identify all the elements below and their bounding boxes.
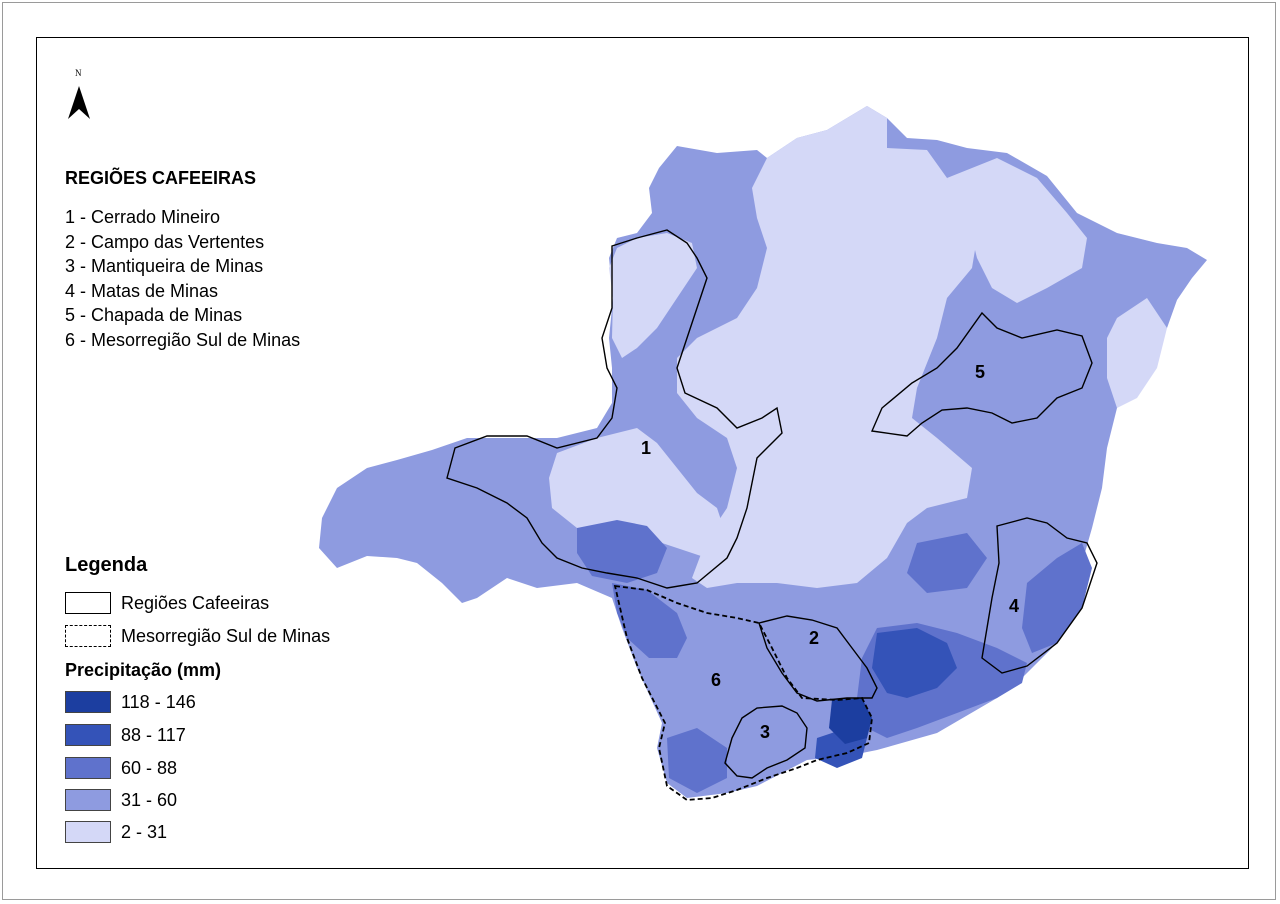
- map-canvas: 1 2 3 4 5 6: [68, 86, 1207, 801]
- legend-item-label: Regiões Cafeeiras: [121, 593, 270, 613]
- region-list-item: 3 - Mantiqueira de Minas: [65, 256, 264, 277]
- region-list-item: 4 - Matas de Minas: [65, 280, 219, 301]
- precip-class-label: 88 - 117: [121, 725, 186, 745]
- region-list-item: 2 - Campo das Vertentes: [65, 231, 265, 252]
- precip-class-label: 118 - 146: [121, 692, 196, 712]
- precip-swatch: [65, 691, 111, 713]
- precip-60-88-sw-corner: [667, 728, 727, 793]
- precip-60-88-west: [577, 520, 667, 583]
- region-list-item: 5 - Chapada de Minas: [65, 305, 243, 326]
- north-label: N: [75, 68, 82, 78]
- precip-60-88-southwest: [612, 583, 687, 658]
- region-label-4: 4: [1009, 596, 1019, 616]
- precip-2-31-ne: [947, 158, 1087, 303]
- precip-2-31-center: [677, 106, 977, 588]
- precip-swatch: [65, 821, 111, 843]
- regions-title: REGIÕES CAFEEIRAS: [65, 168, 257, 188]
- legend-dashed-swatch: [65, 625, 111, 647]
- coffee-region-outlines: [446, 229, 1098, 779]
- region-4-outline: [981, 517, 1098, 674]
- precip-118-146: [829, 698, 872, 744]
- precip-60-88-central: [907, 533, 987, 593]
- precip-class-label: 2 - 31: [121, 822, 168, 842]
- region-label-5: 5: [975, 362, 985, 382]
- region-label-1: 1: [641, 438, 651, 458]
- precip-2-31-east: [1107, 298, 1167, 408]
- region-label-6: 6: [711, 670, 721, 690]
- precip-88-117-south: [872, 628, 957, 698]
- region-list-item: 1 - Cerrado Mineiro: [65, 207, 221, 227]
- precip-2-31-north: [609, 233, 697, 358]
- legend-title: Legenda: [65, 554, 148, 576]
- region-label-2: 2: [809, 628, 819, 648]
- precipitation-title: Precipitação (mm): [65, 660, 222, 680]
- map-frame: 1 2 3 4 5 6 N REGIÕES CAFEEIRAS 1 - Cerr…: [36, 37, 1249, 869]
- precip-class-label: 60 - 88: [121, 758, 178, 778]
- mesoregion-sul-outline: [613, 584, 873, 801]
- legend-item-label: Mesorregião Sul de Minas: [121, 626, 331, 646]
- region-label-3: 3: [760, 722, 770, 742]
- legend-solid-swatch: [65, 592, 111, 614]
- region-1-outline: [446, 229, 783, 589]
- precip-swatch: [65, 789, 111, 811]
- precip-60-88-east: [1022, 543, 1092, 653]
- region-2-outline: [758, 615, 878, 702]
- region-list: 1 - Cerrado Mineiro 2 - Campo das Verten…: [65, 205, 300, 353]
- precip-swatch: [65, 724, 111, 746]
- north-arrow-icon: [68, 86, 90, 119]
- region-5-outline: [870, 311, 1093, 437]
- region-3-outline: [724, 705, 808, 779]
- precip-class-label: 31 - 60: [121, 790, 178, 810]
- region-list-item: 6 - Mesorregião Sul de Minas: [65, 329, 301, 350]
- precip-swatch: [65, 757, 111, 779]
